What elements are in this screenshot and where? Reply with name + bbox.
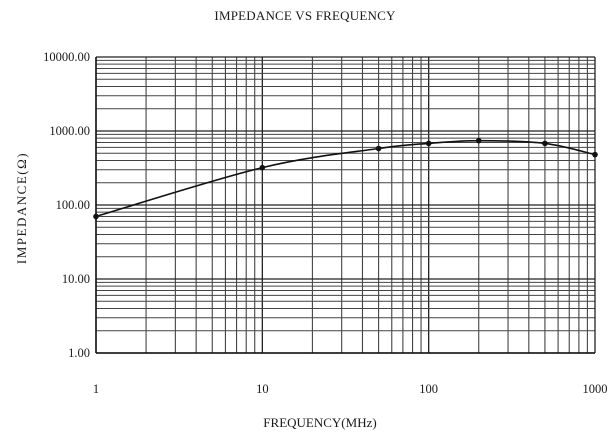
x-tick-label: 1 xyxy=(93,382,99,396)
y-tick-label: 1.00 xyxy=(68,346,90,360)
data-point xyxy=(425,140,432,147)
x-axis-label: FREQUENCY(MHz) xyxy=(263,415,377,430)
x-tick-label: 10 xyxy=(256,382,269,396)
y-tick-label: 10000.00 xyxy=(43,50,90,64)
data-point xyxy=(93,213,99,220)
data-point xyxy=(259,164,266,171)
x-tick-label: 1000 xyxy=(583,382,608,396)
y-tick-label: 1000.00 xyxy=(49,124,90,138)
x-tick-label: 100 xyxy=(419,382,438,396)
data-point xyxy=(375,145,382,152)
data-point xyxy=(475,137,482,144)
data-point xyxy=(592,151,598,158)
series-line xyxy=(95,139,596,218)
data-point xyxy=(542,140,548,147)
y-tick-label: 10.00 xyxy=(62,272,90,286)
chart-title: IMPEDANCE VS FREQUENCY xyxy=(214,8,396,23)
y-tick-label: 100.00 xyxy=(56,198,90,212)
